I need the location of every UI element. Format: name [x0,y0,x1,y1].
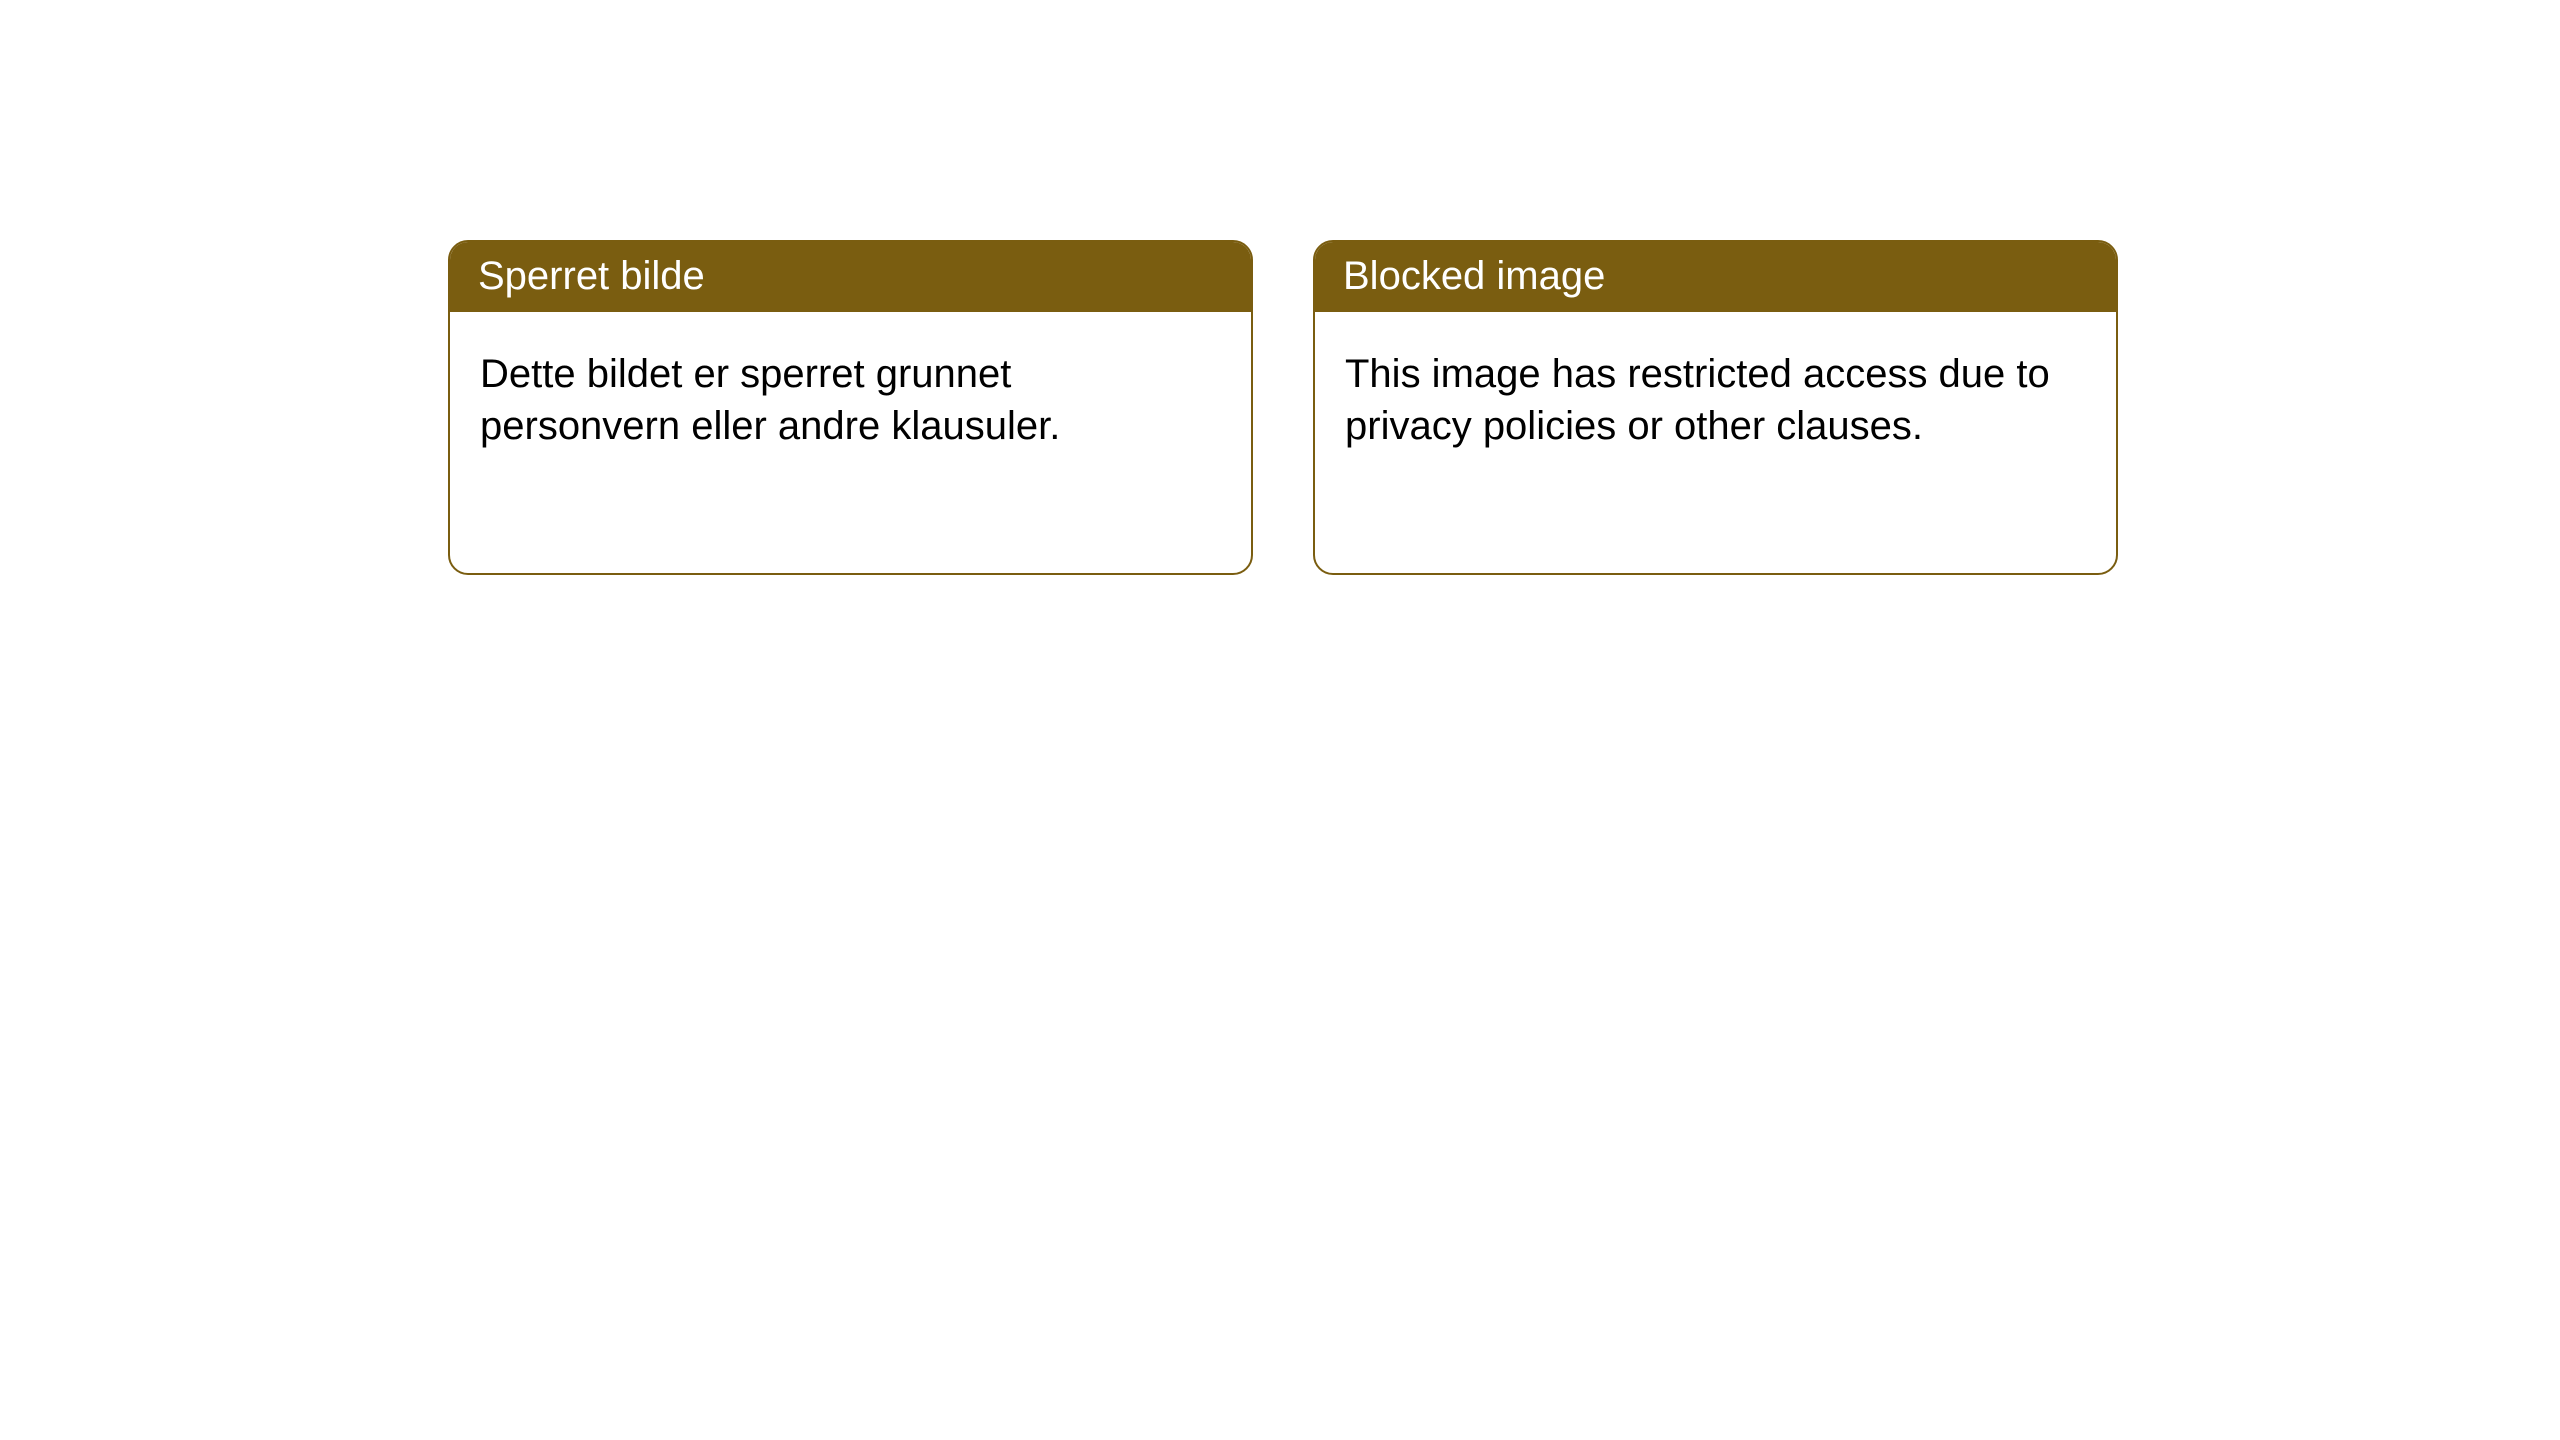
notice-header: Sperret bilde [450,242,1251,312]
notice-body: This image has restricted access due to … [1315,312,2116,482]
notice-header: Blocked image [1315,242,2116,312]
notice-card-norwegian: Sperret bilde Dette bildet er sperret gr… [448,240,1253,575]
notice-card-english: Blocked image This image has restricted … [1313,240,2118,575]
notice-body: Dette bildet er sperret grunnet personve… [450,312,1251,482]
notice-container: Sperret bilde Dette bildet er sperret gr… [0,0,2560,575]
